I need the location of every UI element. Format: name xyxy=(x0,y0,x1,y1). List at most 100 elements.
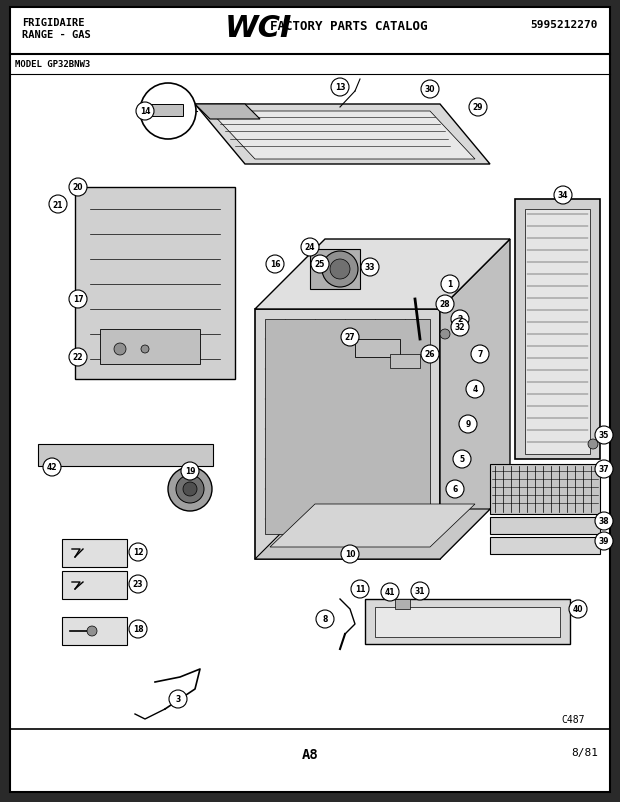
Circle shape xyxy=(316,610,334,628)
Circle shape xyxy=(140,84,196,140)
Circle shape xyxy=(471,346,489,363)
Circle shape xyxy=(595,460,613,479)
Circle shape xyxy=(595,427,613,444)
Circle shape xyxy=(361,259,379,277)
Circle shape xyxy=(381,583,399,602)
Circle shape xyxy=(441,276,459,294)
Circle shape xyxy=(141,346,149,354)
Text: 29: 29 xyxy=(472,103,483,112)
Text: 10: 10 xyxy=(345,550,355,559)
Polygon shape xyxy=(195,105,490,164)
Circle shape xyxy=(569,600,587,618)
Text: 4: 4 xyxy=(472,385,477,394)
Circle shape xyxy=(136,103,154,121)
Bar xyxy=(62,618,127,645)
Text: 23: 23 xyxy=(133,580,143,589)
Polygon shape xyxy=(75,188,235,379)
Polygon shape xyxy=(440,240,510,559)
Circle shape xyxy=(301,239,319,257)
Text: 27: 27 xyxy=(345,333,355,342)
Text: 37: 37 xyxy=(599,465,609,474)
Text: 42: 42 xyxy=(46,463,57,472)
Text: 17: 17 xyxy=(73,295,83,304)
Text: 9: 9 xyxy=(466,420,471,429)
Text: FACTORY PARTS CATALOG: FACTORY PARTS CATALOG xyxy=(270,20,428,33)
Text: 40: 40 xyxy=(573,605,583,614)
Bar xyxy=(148,105,183,117)
Circle shape xyxy=(168,468,212,512)
Circle shape xyxy=(351,581,369,598)
Bar xyxy=(355,339,400,358)
Circle shape xyxy=(595,512,613,530)
Circle shape xyxy=(451,318,469,337)
Text: 31: 31 xyxy=(415,587,425,596)
Text: 8/81: 8/81 xyxy=(571,747,598,757)
Text: 11: 11 xyxy=(355,585,365,593)
Text: 18: 18 xyxy=(133,625,143,634)
Circle shape xyxy=(421,81,439,99)
Polygon shape xyxy=(310,249,360,290)
Text: 41: 41 xyxy=(385,588,396,597)
Text: 32: 32 xyxy=(454,323,465,332)
Text: 3: 3 xyxy=(175,695,180,703)
Text: 33: 33 xyxy=(365,263,375,272)
Circle shape xyxy=(114,343,126,355)
Text: 34: 34 xyxy=(558,191,569,200)
Circle shape xyxy=(69,290,87,309)
Text: 35: 35 xyxy=(599,431,609,440)
Bar xyxy=(395,599,410,610)
Circle shape xyxy=(466,380,484,399)
Circle shape xyxy=(311,256,329,273)
Bar xyxy=(38,444,213,467)
Circle shape xyxy=(341,545,359,563)
Circle shape xyxy=(87,626,97,636)
Text: 12: 12 xyxy=(133,548,143,557)
Text: FRIGIDAIRE: FRIGIDAIRE xyxy=(22,18,84,28)
Circle shape xyxy=(169,691,187,708)
Polygon shape xyxy=(490,464,600,514)
Circle shape xyxy=(69,179,87,196)
Text: 39: 39 xyxy=(599,537,609,546)
Text: 5995212270: 5995212270 xyxy=(531,20,598,30)
Text: 19: 19 xyxy=(185,467,195,476)
Circle shape xyxy=(129,620,147,638)
Text: 14: 14 xyxy=(140,107,150,116)
Text: 5: 5 xyxy=(459,455,464,464)
Bar xyxy=(525,210,590,455)
Polygon shape xyxy=(195,105,260,119)
Circle shape xyxy=(43,459,61,476)
Circle shape xyxy=(183,482,197,496)
Text: 2: 2 xyxy=(458,315,463,324)
Circle shape xyxy=(330,260,350,280)
Circle shape xyxy=(411,582,429,600)
Text: 1: 1 xyxy=(448,280,453,290)
Circle shape xyxy=(451,310,469,329)
Circle shape xyxy=(595,533,613,550)
Text: 13: 13 xyxy=(335,83,345,92)
Text: 25: 25 xyxy=(315,260,325,269)
Polygon shape xyxy=(255,240,510,310)
Circle shape xyxy=(69,349,87,367)
Text: 26: 26 xyxy=(425,350,435,359)
Circle shape xyxy=(459,415,477,433)
Text: 24: 24 xyxy=(305,243,315,252)
Polygon shape xyxy=(270,504,475,547)
Polygon shape xyxy=(515,200,600,460)
Text: 38: 38 xyxy=(599,516,609,526)
Polygon shape xyxy=(255,310,440,559)
Circle shape xyxy=(588,439,598,449)
Bar xyxy=(100,330,200,365)
Bar xyxy=(265,320,430,534)
Text: RANGE - GAS: RANGE - GAS xyxy=(22,30,91,40)
Text: A8: A8 xyxy=(301,747,319,761)
Polygon shape xyxy=(210,111,475,160)
Polygon shape xyxy=(255,509,490,559)
Bar xyxy=(62,571,127,599)
Text: 28: 28 xyxy=(440,300,450,309)
Circle shape xyxy=(440,330,450,339)
Circle shape xyxy=(469,99,487,117)
Circle shape xyxy=(266,256,284,273)
Circle shape xyxy=(129,575,147,593)
Text: C487: C487 xyxy=(562,714,585,724)
Bar xyxy=(390,354,420,369)
